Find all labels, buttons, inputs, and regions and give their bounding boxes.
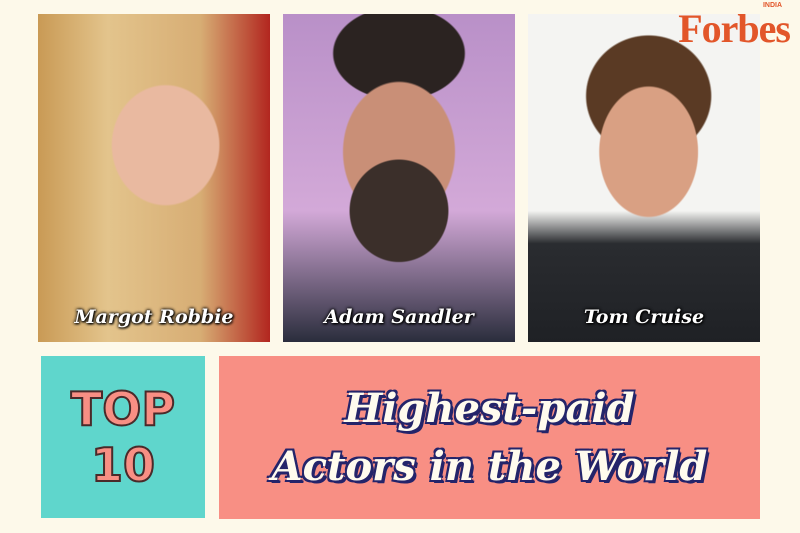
- logo-text: Forbes: [678, 6, 791, 51]
- actor-photo-margot-robbie: Margot Robbie: [38, 14, 270, 342]
- actor-photo-tom-cruise: Tom Cruise: [528, 14, 760, 342]
- actor-name-label: Adam Sandler: [324, 306, 474, 328]
- actor-name-label: Margot Robbie: [74, 306, 234, 328]
- logo-edition: INDIA: [762, 2, 782, 9]
- badge-line-1: TOP: [70, 381, 176, 437]
- actor-name-label: Tom Cruise: [583, 306, 705, 328]
- badge-line-2: 10: [90, 437, 156, 493]
- actor-photo-adam-sandler: Adam Sandler: [283, 14, 515, 342]
- forbes-logo: INDIA Forbes: [658, 2, 791, 51]
- headline-banner: Highest-paid Actors in the World: [219, 356, 760, 519]
- top-10-badge: TOP 10: [41, 356, 205, 518]
- headline-line-2: Actors in the World: [271, 442, 708, 490]
- headline-line-1: Highest-paid: [344, 384, 635, 432]
